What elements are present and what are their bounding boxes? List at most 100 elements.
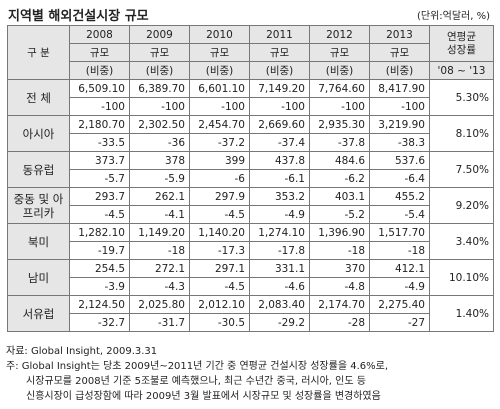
- unit: (단위:억달러, %): [416, 11, 490, 22]
- share-value: -30.5: [189, 313, 250, 332]
- size-value: 1,282.10: [69, 223, 130, 242]
- size-value: 2,083.40: [249, 295, 310, 314]
- data-row: -5.7 -5.9 -6 -6.1 -6.2 -6.4: [8, 169, 494, 188]
- size-value: 1,140.20: [189, 223, 250, 242]
- share-label: (비중): [249, 61, 310, 80]
- share-value: -100: [69, 97, 130, 116]
- region: 중동 및 아프리카: [7, 187, 70, 224]
- growth-header: 연평균 성장률: [429, 25, 494, 62]
- size-value: 537.6: [369, 151, 430, 170]
- share-value: -5.7: [69, 169, 130, 188]
- share-value: -5.2: [309, 205, 370, 224]
- share-value: -6: [189, 169, 250, 188]
- share-value: -17.8: [249, 241, 310, 260]
- size-label: 규모: [69, 43, 130, 62]
- share-value: -18: [369, 241, 430, 260]
- size-label: 규모: [129, 43, 190, 62]
- share-value: -100: [189, 97, 250, 116]
- title: 지역별 해외건설시장 규모: [8, 9, 149, 24]
- share-value: -36: [129, 133, 190, 152]
- footer: 자료: Global Insight, 2009.3.31 주: Global I…: [6, 344, 388, 404]
- year: 2013: [369, 25, 430, 44]
- share-value: -100: [369, 97, 430, 116]
- size-value: 7,149.20: [249, 79, 310, 98]
- note-line: 주: Global Insight는 당초 2009년~2011년 기간 중 연…: [6, 361, 388, 372]
- header-row: (비중) (비중) (비중) (비중) (비중) (비중) '08 ~ '13: [8, 61, 494, 80]
- data-row: 서유럽 2,124.50 2,025.80 2,012.10 2,083.40 2,174…: [7, 295, 494, 332]
- share-value: -33.5: [69, 133, 130, 152]
- growth-value: 10.10%: [429, 259, 494, 296]
- share-value: -19.7: [69, 241, 130, 260]
- size-value: 2,012.10: [189, 295, 250, 314]
- data-row: -32.7 -31.7 -30.5 -29.2 -28 -27: [8, 313, 494, 332]
- share-value: -18: [129, 241, 190, 260]
- size-value: 2,454.70: [189, 115, 250, 134]
- size-value: 1,396.90: [309, 223, 370, 242]
- size-value: 2,275.40: [369, 295, 430, 314]
- note-line: 시장규모를 2008년 기준 5조불로 예측했으나, 최근 수년간 중국, 러시…: [26, 376, 366, 387]
- share-value: -4.5: [189, 205, 250, 224]
- size-value: 331.1: [249, 259, 310, 278]
- region: 북미: [7, 223, 70, 260]
- growth-value: 9.20%: [429, 187, 494, 224]
- share-value: -100: [129, 97, 190, 116]
- region: 남미: [7, 259, 70, 296]
- share-value: -5.9: [129, 169, 190, 188]
- share-value: -100: [249, 97, 310, 116]
- share-value: -37.2: [189, 133, 250, 152]
- share-value: -4.8: [309, 277, 370, 296]
- share-label: (비중): [69, 61, 130, 80]
- year: 2012: [309, 25, 370, 44]
- size-value: 6,601.10: [189, 79, 250, 98]
- size-value: 353.2: [249, 187, 310, 206]
- size-value: 2,669.60: [249, 115, 310, 134]
- size-value: 6,389.70: [129, 79, 190, 98]
- period: '08 ~ '13: [429, 61, 494, 80]
- share-value: -6.1: [249, 169, 310, 188]
- size-value: 8,417.90: [369, 79, 430, 98]
- share-value: -18: [309, 241, 370, 260]
- size-value: 1,274.10: [249, 223, 310, 242]
- size-value: 6,509.10: [69, 79, 130, 98]
- share-value: -4.9: [249, 205, 310, 224]
- size-label: 규모: [189, 43, 250, 62]
- size-value: 262.1: [129, 187, 190, 206]
- share-label: (비중): [189, 61, 250, 80]
- size-value: 412.1: [369, 259, 430, 278]
- share-value: -4.5: [69, 205, 130, 224]
- size-value: 484.6: [309, 151, 370, 170]
- size-value: 3,219.90: [369, 115, 430, 134]
- year: 2011: [249, 25, 310, 44]
- share-value: -37.4: [249, 133, 310, 152]
- growth-value: 7.50%: [429, 151, 494, 188]
- size-label: 규모: [369, 43, 430, 62]
- data-row: 아시아 2,180.70 2,302.50 2,454.70 2,669.60 2,935…: [7, 115, 494, 152]
- growth-line: 성장률: [447, 43, 476, 56]
- size-value: 370: [309, 259, 370, 278]
- size-label: 규모: [309, 43, 370, 62]
- share-value: -38.3: [369, 133, 430, 152]
- region: 아시아: [7, 115, 70, 152]
- share-value: -4.5: [189, 277, 250, 296]
- year: 2010: [189, 25, 250, 44]
- growth-value: 8.10%: [429, 115, 494, 152]
- table: 구 분 2008 2009 2010 2011 2012 2013 연평균 성장률 규모 규모 규모 규…: [7, 25, 494, 332]
- size-label: 규모: [249, 43, 310, 62]
- size-value: 2,174.70: [309, 295, 370, 314]
- share-label: (비중): [129, 61, 190, 80]
- region: 전 체: [7, 79, 70, 116]
- size-value: 1,149.20: [129, 223, 190, 242]
- share-value: -4.9: [369, 277, 430, 296]
- share-value: -4.6: [249, 277, 310, 296]
- note-line: 신흥시장이 급성장함에 따라 2009년 3월 발표에서 시장규모 및 성장률을…: [26, 391, 381, 402]
- year: 2008: [69, 25, 130, 44]
- size-value: 1,517.70: [369, 223, 430, 242]
- data-row: -100 -100 -100 -100 -100 -100: [8, 97, 494, 116]
- share-value: -6.4: [369, 169, 430, 188]
- size-value: 2,124.50: [69, 295, 130, 314]
- size-value: 399: [189, 151, 250, 170]
- share-value: -6.2: [309, 169, 370, 188]
- size-value: 7,764.60: [309, 79, 370, 98]
- growth-value: 1.40%: [429, 295, 494, 332]
